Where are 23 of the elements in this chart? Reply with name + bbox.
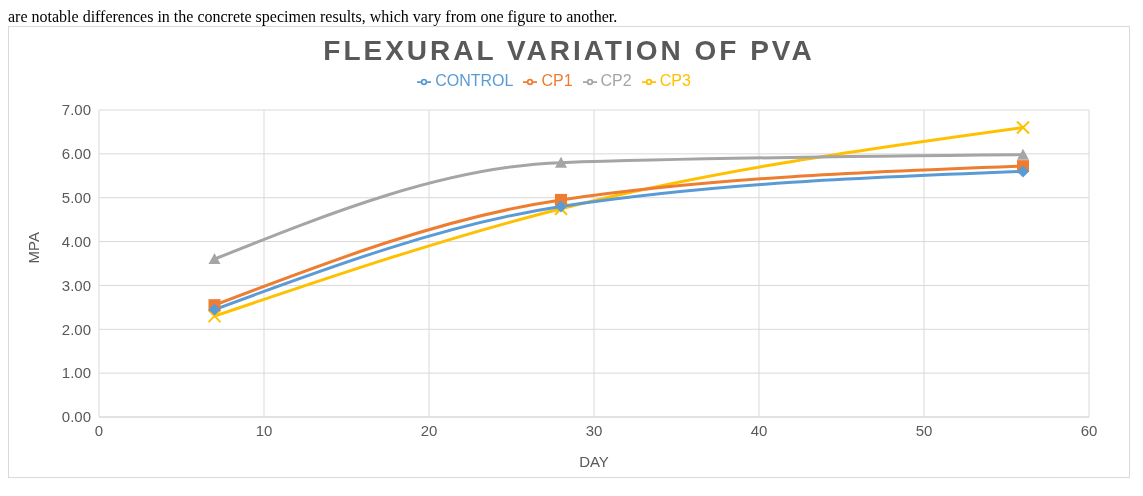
y-tick-label: 3.00 xyxy=(61,276,91,294)
y-tick-label: 5.00 xyxy=(61,189,91,207)
x-tick-label: 40 xyxy=(750,421,768,439)
legend-label: CP1 xyxy=(541,72,573,89)
legend-label: CP2 xyxy=(600,72,632,89)
x-tick-label: 30 xyxy=(585,421,603,439)
x-tick-label: 50 xyxy=(915,421,933,439)
x-tick-label: 10 xyxy=(255,421,273,439)
x-tick-label: 0 xyxy=(94,421,104,439)
text: are notable differences in the concrete specimen results, which vary from one figure to another. xyxy=(8,8,619,26)
x-tick-label: 20 xyxy=(420,421,438,439)
y-tick-label: 7.00 xyxy=(61,101,91,119)
y-tick-label: 1.00 xyxy=(61,364,91,382)
y-tick-label: 6.00 xyxy=(61,145,91,163)
legend-label: CONTROL xyxy=(435,72,514,89)
y-tick-label: 4.00 xyxy=(61,232,91,250)
x-tick-label: 60 xyxy=(1080,421,1098,439)
x-axis-title: DAY xyxy=(579,453,609,470)
legend-label: CP3 xyxy=(659,72,691,89)
chart-title: FLEXURAL VARIATION OF PVA xyxy=(322,35,816,67)
y-tick-label: 0.00 xyxy=(61,408,91,426)
y-tick-label: 2.00 xyxy=(61,320,91,338)
y-axis-title: MPA xyxy=(25,232,43,264)
